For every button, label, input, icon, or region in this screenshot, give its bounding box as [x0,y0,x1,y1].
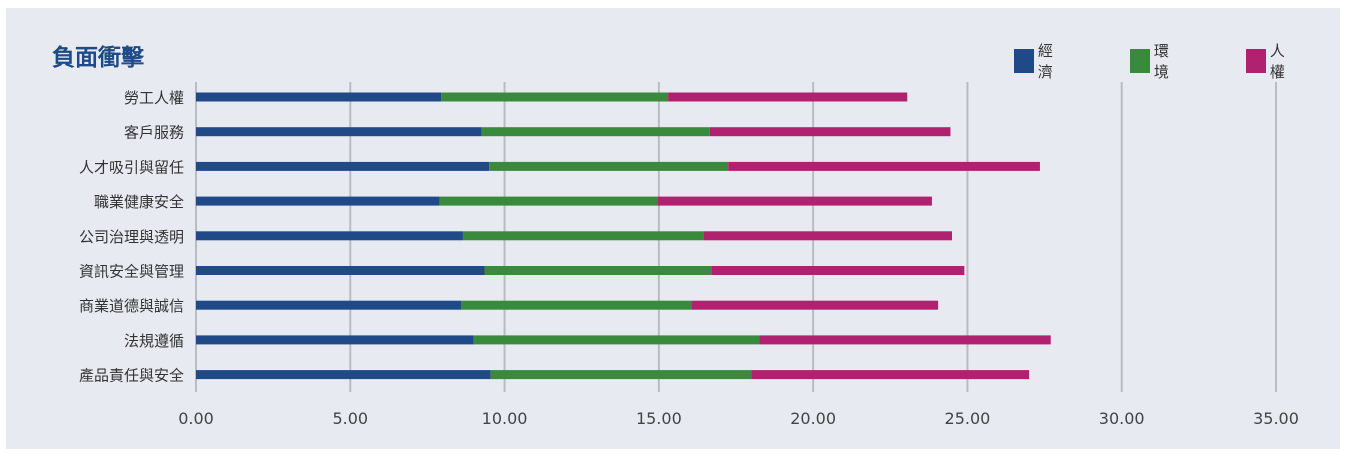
bar-segment [728,161,1040,171]
legend-item-economy: 經濟 [1014,42,1060,81]
bar-segment [657,196,932,206]
legend-swatch-economy [1014,49,1034,73]
x-tick-label: 30.00 [1099,409,1145,428]
bar-segment [490,370,752,380]
bar-segment [196,370,491,380]
category-label: 客戶服務 [124,124,184,142]
x-tick-label: 5.00 [332,409,368,428]
category-labels: 勞工人權客戶服務人才吸引與留任職業健康安全公司治理與透明資訊安全與管理商業道德與… [79,89,184,385]
bar-segment [473,335,760,345]
legend-item-environment: 環境 [1130,42,1176,81]
bar-segment [751,370,1030,380]
bar-segment [709,127,951,137]
x-tick-label: 25.00 [945,409,991,428]
bar-segment [196,196,440,206]
bar-segment [196,161,490,171]
bar-segment [759,335,1051,345]
bar-segment [196,300,462,310]
legend-item-human-rights: 人權 [1246,42,1292,81]
category-label: 勞工人權 [124,89,184,107]
bars [196,92,1051,380]
x-tick-labels: 0.00 5.00 10.00 15.00 20.00 25.00 30.00 35.00 [178,409,1299,428]
legend-label-environment: 環境 [1153,42,1169,81]
bar-segment [196,127,482,137]
category-label: 公司治理與透明 [79,228,184,246]
legend-label-human-rights: 人權 [1269,42,1285,81]
bar-segment [196,231,463,241]
legend-swatch-human-rights [1246,49,1266,73]
bar-segment [196,266,485,275]
bar-segment [461,300,692,310]
bar-segment [703,231,952,241]
legend-label-economy: 經濟 [1037,42,1053,81]
legend-swatch-environment [1130,49,1150,73]
x-tick-label: 15.00 [636,409,682,428]
category-label: 商業道德與誠信 [79,297,184,315]
x-tick-label: 0.00 [178,409,214,428]
category-label: 職業健康安全 [94,193,184,211]
bar-segment [441,92,669,102]
bar-segment [196,92,442,102]
bar-segment [668,92,908,102]
category-label: 資訊安全與管理 [79,263,184,281]
bar-segment [481,127,710,137]
category-label: 產品責任與安全 [79,367,184,385]
bar-segment [691,300,939,310]
category-label: 人才吸引與留任 [79,158,184,176]
bar-segment [196,335,474,345]
bar-segment [462,231,704,241]
bar-segment [711,266,965,275]
chart-title: 負面衝擊 [52,45,144,71]
bar-segment [439,196,658,206]
category-label: 法規遵循 [124,332,184,350]
bar-segment [489,161,729,171]
x-tick-label: 10.00 [482,409,528,428]
bar-segment [484,266,712,275]
x-tick-label: 35.00 [1253,409,1299,428]
x-tick-label: 20.00 [790,409,836,428]
